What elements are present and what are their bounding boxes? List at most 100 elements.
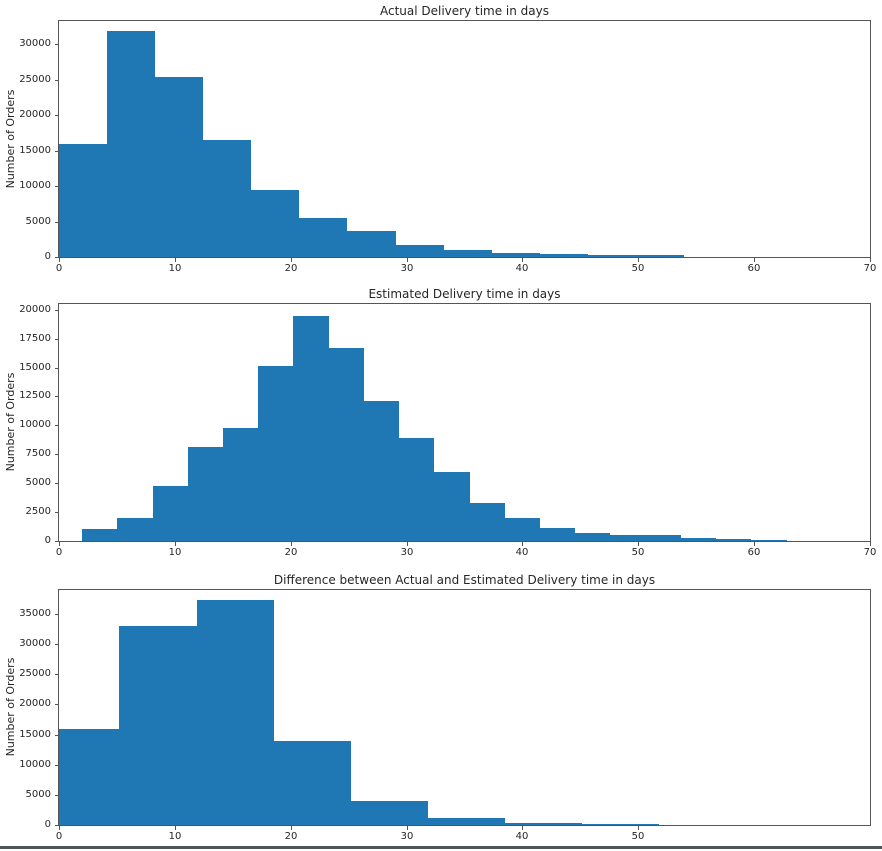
histogram-bar <box>188 447 223 541</box>
x-tick-label: 30 <box>400 263 414 274</box>
histogram-bar <box>117 518 153 541</box>
histogram-bar <box>347 231 396 257</box>
y-tick-label: 20000 <box>19 304 51 315</box>
plot-area <box>58 589 871 826</box>
y-tick-mark <box>55 541 59 542</box>
y-tick-label: 25000 <box>19 74 51 85</box>
y-tick-label: 5000 <box>25 789 51 800</box>
histogram-bar <box>82 529 117 541</box>
x-tick-mark <box>291 542 292 546</box>
x-tick-label: 50 <box>631 263 645 274</box>
histogram-bar <box>428 818 505 825</box>
histogram-bar <box>505 518 540 541</box>
histogram-bar <box>636 255 684 257</box>
x-tick-label: 40 <box>515 263 529 274</box>
y-tick-label: 5000 <box>25 216 51 227</box>
y-tick-label: 20000 <box>19 698 51 709</box>
x-tick-mark <box>638 826 639 830</box>
histogram-bar <box>153 486 188 541</box>
y-tick-mark <box>55 512 59 513</box>
x-tick-label: 0 <box>55 263 63 274</box>
histogram-bar <box>119 626 197 825</box>
histogram-bar <box>351 801 428 825</box>
histogram-bar <box>681 538 716 541</box>
x-tick-label: 0 <box>55 547 63 558</box>
y-tick-mark <box>55 644 59 645</box>
chart-title: Estimated Delivery time in days <box>368 287 561 301</box>
histogram-bar <box>258 366 293 541</box>
x-tick-label: 0 <box>55 831 63 842</box>
y-tick-mark <box>55 483 59 484</box>
y-tick-mark <box>55 257 59 258</box>
x-tick-label: 20 <box>284 263 298 274</box>
x-tick-label: 40 <box>515 547 529 558</box>
histogram-bar <box>575 533 610 541</box>
histogram-bar <box>203 140 251 257</box>
x-tick-mark <box>870 542 871 546</box>
x-tick-mark <box>754 258 755 262</box>
y-tick-label: 5000 <box>25 477 51 488</box>
y-tick-mark <box>55 735 59 736</box>
histogram-bar <box>505 823 582 825</box>
histogram-bar <box>329 348 364 541</box>
x-tick-mark <box>175 258 176 262</box>
y-tick-label: 2500 <box>25 506 51 517</box>
y-tick-label: 7500 <box>25 448 51 459</box>
x-tick-label: 10 <box>168 831 182 842</box>
histogram-bar <box>299 218 347 257</box>
y-tick-label: 10000 <box>19 180 51 191</box>
x-tick-label: 10 <box>168 547 182 558</box>
y-tick-label: 0 <box>44 819 51 830</box>
y-tick-mark <box>55 614 59 615</box>
x-tick-mark <box>291 258 292 262</box>
x-tick-mark <box>522 542 523 546</box>
histogram-bar <box>197 600 274 825</box>
x-tick-mark <box>754 542 755 546</box>
histogram-bar <box>716 539 751 541</box>
x-tick-mark <box>522 258 523 262</box>
y-tick-mark <box>55 396 59 397</box>
histogram-bar <box>582 824 659 825</box>
x-tick-label: 50 <box>631 831 645 842</box>
y-tick-mark <box>55 674 59 675</box>
histogram-bar <box>540 254 588 257</box>
x-tick-mark <box>522 826 523 830</box>
histogram-bar <box>610 535 646 541</box>
x-tick-label: 70 <box>863 263 877 274</box>
y-tick-label: 25000 <box>19 668 51 679</box>
histogram-bar <box>223 428 258 541</box>
y-tick-mark <box>55 44 59 45</box>
histogram-bar <box>155 77 203 257</box>
y-tick-mark <box>55 765 59 766</box>
histogram-bar <box>751 540 787 541</box>
chart-title: Actual Delivery time in days <box>379 4 550 18</box>
y-tick-label: 30000 <box>19 38 51 49</box>
x-tick-mark <box>175 826 176 830</box>
x-tick-label: 70 <box>863 547 877 558</box>
histogram-bar <box>399 438 434 541</box>
y-tick-label: 10000 <box>19 419 51 430</box>
histogram-bar <box>492 253 540 257</box>
x-tick-label: 60 <box>747 547 761 558</box>
y-tick-mark <box>55 825 59 826</box>
y-tick-label: 0 <box>44 535 51 546</box>
histogram-bar <box>540 528 575 541</box>
histogram-bar <box>364 401 399 541</box>
y-tick-label: 10000 <box>19 759 51 770</box>
x-tick-mark <box>407 826 408 830</box>
plot-area <box>58 20 871 258</box>
y-tick-mark <box>55 222 59 223</box>
x-tick-label: 20 <box>284 547 298 558</box>
histogram-bar <box>293 316 329 541</box>
y-tick-mark <box>55 310 59 311</box>
y-tick-mark <box>55 80 59 81</box>
y-tick-mark <box>55 368 59 369</box>
window-bottom-border <box>0 846 882 849</box>
x-tick-mark <box>870 258 871 262</box>
y-tick-mark <box>55 151 59 152</box>
y-tick-mark <box>55 704 59 705</box>
